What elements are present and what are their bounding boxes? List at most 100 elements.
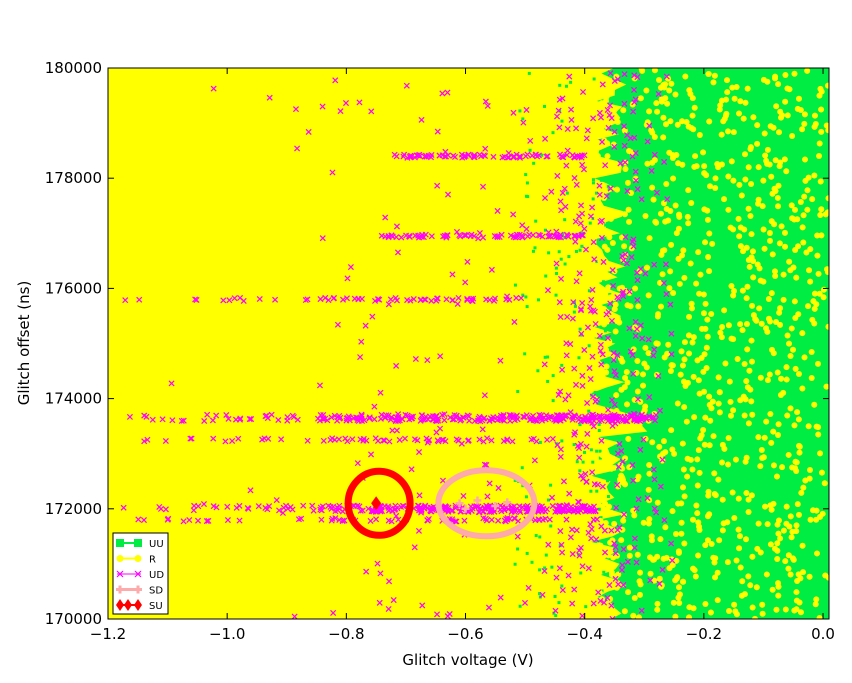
ud-point xyxy=(649,415,656,422)
r-point xyxy=(738,192,745,199)
r-point xyxy=(753,584,760,591)
r-point xyxy=(681,404,688,411)
uu-point xyxy=(582,450,586,454)
ud-point xyxy=(617,160,624,167)
ud-point xyxy=(385,605,392,612)
ud-point xyxy=(210,503,217,510)
ud-point xyxy=(372,297,379,304)
ud-point xyxy=(477,418,484,425)
ud-point xyxy=(634,396,641,403)
uu-point xyxy=(536,369,540,373)
ud-point xyxy=(394,249,401,256)
r-point xyxy=(646,470,653,477)
uu-point xyxy=(554,293,558,297)
r-point xyxy=(727,224,734,231)
r-point xyxy=(709,398,716,405)
ud-point xyxy=(568,106,575,113)
r-point xyxy=(603,603,610,610)
plot-area xyxy=(120,68,829,619)
ud-point xyxy=(412,355,419,363)
ud-point xyxy=(476,151,483,158)
r-point xyxy=(735,215,742,222)
uu-point xyxy=(591,197,595,201)
r-point xyxy=(680,484,687,491)
r-point xyxy=(703,365,710,372)
ud-point xyxy=(484,493,491,500)
r-point xyxy=(690,565,697,572)
uu-point xyxy=(561,232,565,236)
ud-point xyxy=(141,412,148,419)
r-point xyxy=(678,348,685,355)
r-point xyxy=(613,584,620,591)
r-point xyxy=(796,449,803,456)
ud-point xyxy=(569,550,576,558)
r-point xyxy=(775,431,782,438)
r-point xyxy=(749,302,756,309)
r-point xyxy=(632,285,639,292)
r-point xyxy=(656,575,663,582)
r-point xyxy=(670,290,677,297)
r-point xyxy=(654,553,661,560)
r-point xyxy=(792,458,799,465)
ud-point xyxy=(409,415,416,422)
r-point xyxy=(718,161,725,168)
ud-point xyxy=(358,412,365,420)
ud-point xyxy=(385,301,392,308)
ud-point xyxy=(577,544,584,551)
r-point xyxy=(778,375,785,382)
ud-point xyxy=(471,417,478,424)
r-point xyxy=(697,271,704,278)
ud-point xyxy=(399,416,406,423)
ud-point xyxy=(556,299,563,306)
ud-point xyxy=(650,352,657,359)
ud-point xyxy=(630,108,637,115)
ud-point xyxy=(542,515,549,522)
r-point xyxy=(817,211,824,218)
ud-point xyxy=(644,138,651,145)
r-point xyxy=(731,287,738,294)
r-point xyxy=(679,440,686,447)
ud-point xyxy=(539,417,546,424)
r-point xyxy=(731,601,738,608)
r-point xyxy=(824,209,829,216)
r-point xyxy=(743,321,750,328)
r-point xyxy=(794,577,801,584)
r-point xyxy=(606,234,613,241)
r-point xyxy=(764,377,771,384)
r-point xyxy=(815,431,822,438)
ud-point xyxy=(521,599,529,606)
ud-point xyxy=(186,517,193,524)
ud-point xyxy=(452,153,459,160)
r-point xyxy=(681,493,688,500)
r-point xyxy=(695,377,702,384)
ud-point xyxy=(486,480,493,487)
ud-point xyxy=(444,89,451,96)
uu-point xyxy=(593,391,597,395)
ud-point xyxy=(329,169,336,176)
ud-point xyxy=(553,574,560,581)
ud-point xyxy=(458,440,465,447)
uu-point xyxy=(595,449,599,453)
r-point xyxy=(788,325,795,332)
r-point xyxy=(746,263,753,270)
ud-point xyxy=(190,507,197,514)
r-point xyxy=(596,87,603,94)
ud-point xyxy=(195,517,202,524)
uu-point xyxy=(525,305,529,309)
r-point xyxy=(622,374,629,381)
r-point xyxy=(811,401,818,408)
r-point xyxy=(614,119,621,126)
r-point xyxy=(733,557,740,564)
ud-point xyxy=(475,509,482,516)
r-point xyxy=(613,552,620,559)
r-point xyxy=(735,110,742,117)
uu-point xyxy=(554,266,558,270)
ud-point xyxy=(507,417,514,424)
r-point xyxy=(825,127,829,134)
r-point xyxy=(631,595,638,602)
r-point xyxy=(658,98,665,105)
ud-point xyxy=(236,502,243,509)
ud-point xyxy=(557,231,564,238)
ud-point xyxy=(327,436,334,443)
r-point xyxy=(717,102,724,109)
